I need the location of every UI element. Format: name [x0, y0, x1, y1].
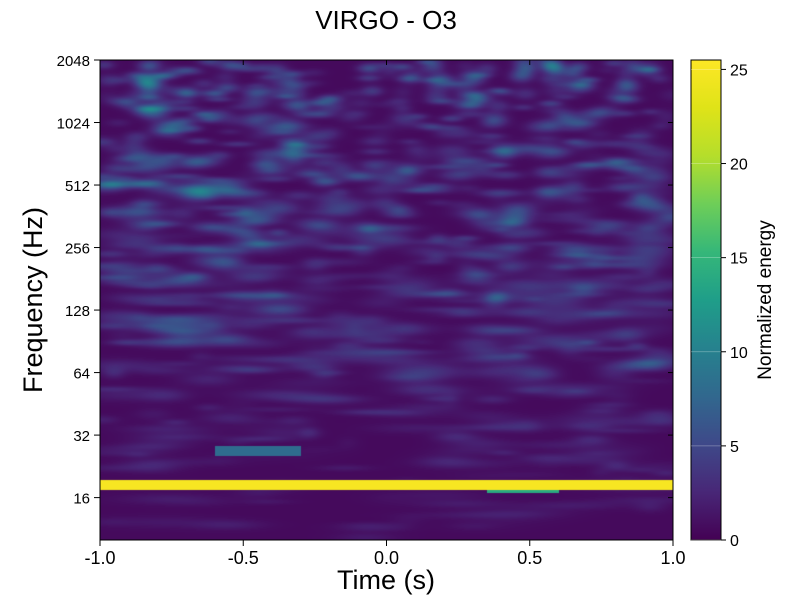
y-tick-label: 16: [73, 491, 90, 508]
y-tick-label: 256: [65, 241, 90, 258]
x-tick-label: -0.5: [228, 548, 259, 568]
x-tick-label: 0.5: [517, 548, 542, 568]
y-tick-label: 64: [73, 366, 90, 383]
y-tick-label: 32: [73, 428, 90, 445]
y-tick-label: 1024: [57, 116, 90, 133]
y-tick-label: 512: [65, 178, 90, 195]
colorbar-tick-label: 15: [730, 251, 748, 268]
x-tick-label: 1.0: [660, 548, 685, 568]
colorbar: [690, 59, 722, 541]
y-tick-label: 128: [65, 303, 90, 320]
y-axis-label: Frequency (Hz): [18, 207, 48, 393]
x-axis-label: Time (s): [337, 565, 435, 595]
spectrogram-image: [100, 60, 673, 540]
chart-title: VIRGO - O3: [315, 5, 457, 35]
colorbar-tick-label: 10: [730, 345, 748, 362]
y-tick-label: 2048: [57, 53, 90, 70]
y-axis-ticks: 16 32 64 128 256 512 1024 2048: [57, 53, 673, 508]
colorbar-tick-label: 5: [730, 439, 739, 456]
x-tick-label: 0.0: [374, 548, 399, 568]
x-axis-ticks: -1.0 -0.5 0.0 0.5 1.0: [84, 60, 686, 568]
x-tick-label: -1.0: [84, 548, 115, 568]
colorbar-tick-label: 20: [730, 157, 748, 174]
colorbar-ticks: 0 5 10 15 20 25: [691, 62, 748, 550]
heatmap-area: [100, 60, 673, 540]
colorbar-label: Normalized energy: [755, 220, 776, 380]
colorbar-tick-label: 0: [730, 533, 739, 550]
colorbar-tick-label: 25: [730, 62, 748, 79]
